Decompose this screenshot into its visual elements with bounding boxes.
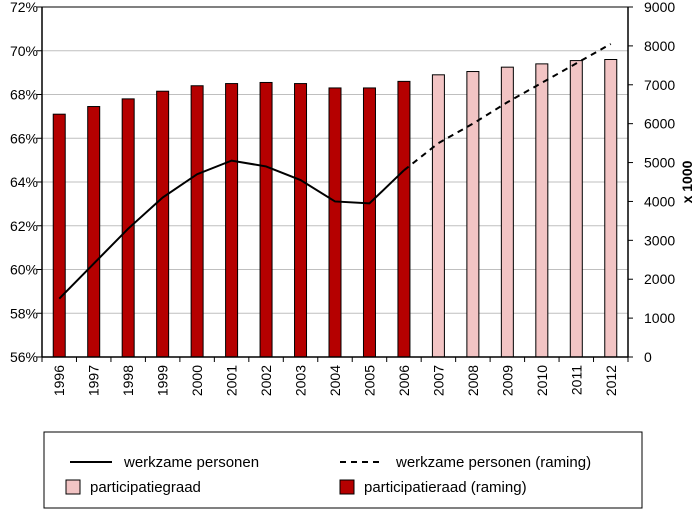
left-tick-label: 68% (10, 87, 38, 103)
right-tick-label: 6000 (644, 116, 675, 132)
bar-2000 (190, 85, 204, 358)
bar-2009 (500, 66, 514, 358)
legend-label-participatiegraad: participatiegraad (90, 479, 201, 496)
right-tick-label: 7000 (644, 77, 675, 93)
x-tick-label: 2010 (534, 365, 550, 396)
legend-light-box-icon (65, 479, 81, 495)
bar-2012 (604, 59, 618, 358)
legend: werkzame personen werkzame personen (ram… (43, 431, 643, 509)
bar-2002 (259, 81, 273, 358)
right-tick-label: 1000 (644, 310, 675, 326)
left-tick-label: 62% (10, 218, 38, 234)
axes (37, 6, 633, 362)
left-tick-label: 60% (10, 262, 38, 278)
legend-label-participatieraad-raming: participatieraad (raming) (364, 479, 527, 496)
right-tick-label: 2000 (644, 271, 675, 287)
x-tick-label: 2001 (224, 365, 240, 396)
bar-1996 (52, 113, 66, 358)
left-tick-label: 66% (10, 130, 38, 146)
x-tick-label: 2004 (327, 365, 343, 396)
tick-labels: 56% 58% 60% 62% 64% 66% 68% 70% 72% 0 1000 2000 3000… (10, 0, 675, 396)
x-tick-label: 2005 (361, 365, 377, 396)
bars (52, 59, 618, 358)
x-tick-label: 2008 (465, 365, 481, 396)
right-tick-label: 9000 (644, 0, 675, 15)
left-tick-label: 70% (10, 43, 38, 59)
line-werkzame-personen-raming (403, 43, 612, 172)
bar-1997 (87, 106, 101, 358)
legend-dark-box-icon (339, 479, 355, 495)
bar-2007 (431, 74, 445, 358)
bar-2005 (362, 87, 376, 358)
x-tick-label: 2012 (603, 365, 619, 396)
x-tick-label: 2009 (499, 365, 515, 396)
x-tick-label: 2011 (568, 365, 584, 395)
legend-label-werkzame-personen: werkzame personen (123, 454, 259, 471)
x-tick-label: 2003 (293, 365, 309, 396)
bar-2003 (294, 83, 308, 358)
bar-2008 (466, 71, 480, 358)
bar-2010 (535, 63, 549, 358)
left-tick-label: 58% (10, 305, 38, 321)
line-werkzame-personen (58, 159, 405, 300)
x-tick-label: 2000 (189, 365, 205, 396)
x-tick-label: 1998 (120, 365, 136, 396)
bar-2006 (397, 80, 411, 358)
right-tick-label: 3000 (644, 232, 675, 248)
right-tick-label: 5000 (644, 155, 675, 171)
right-tick-label: 4000 (644, 193, 675, 209)
lines (58, 43, 612, 300)
x-tick-label: 1999 (155, 365, 171, 396)
right-axis-label: x 1000 (679, 160, 695, 203)
right-tick-label: 0 (644, 349, 652, 365)
x-tick-label: 2006 (396, 365, 412, 396)
x-tick-label: 1996 (51, 365, 67, 396)
x-tick-label: 2007 (430, 365, 446, 396)
x-tick-label: 2002 (258, 365, 274, 396)
legend-label-werkzame-personen-raming: werkzame personen (raming) (395, 454, 591, 471)
bar-2011 (569, 60, 583, 358)
x-tick-label: 1997 (86, 365, 102, 396)
left-tick-label: 72% (10, 0, 38, 15)
left-tick-label: 64% (10, 174, 38, 190)
bar-2001 (225, 83, 239, 358)
bar-2004 (328, 87, 342, 358)
bar-1999 (156, 90, 170, 358)
left-tick-label: 56% (10, 349, 38, 365)
legend-frame (43, 431, 643, 509)
right-tick-label: 8000 (644, 38, 675, 54)
